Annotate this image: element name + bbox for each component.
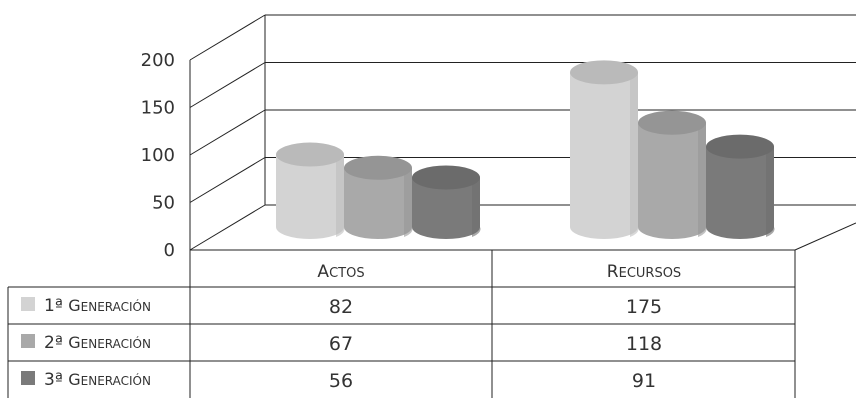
bar-body <box>412 177 480 239</box>
bar-top <box>412 165 480 190</box>
bar-top <box>706 134 774 159</box>
bar-1-1 <box>638 110 707 239</box>
bar-1-0 <box>344 155 413 239</box>
legend-key <box>21 297 35 311</box>
gridline-side <box>189 157 266 203</box>
bar-body <box>276 154 344 239</box>
data-value: 175 <box>626 296 662 318</box>
series-label: 3ª GENERACIÓN <box>44 370 151 390</box>
gridline-side <box>189 14 266 61</box>
data-value: 91 <box>632 370 656 392</box>
y-tick-label: 150 <box>141 98 175 119</box>
series-label: 1ª GENERACIÓN <box>44 296 151 316</box>
legend-key <box>21 334 35 348</box>
bar-shade <box>336 154 345 237</box>
data-value: 82 <box>329 296 353 318</box>
y-tick-label: 200 <box>141 50 175 71</box>
data-value: 56 <box>329 370 353 392</box>
bar-body <box>570 72 638 239</box>
bar-top <box>570 60 638 85</box>
bar-shade <box>766 146 775 237</box>
gridline-side <box>189 204 266 251</box>
data-table: ACTOS RECURSOS 1ª GENERACIÓN 82 175 2ª GENERA… <box>7 250 796 398</box>
bars-layer <box>276 60 775 239</box>
bar-2-0 <box>412 165 481 239</box>
y-tick-label: 50 <box>152 193 175 214</box>
bar-top <box>344 155 412 180</box>
bar-2-1 <box>706 134 775 239</box>
bar-shade <box>472 177 481 237</box>
bar-body <box>344 167 412 239</box>
category-label: RECURSOS <box>607 262 681 282</box>
series-label: 2ª GENERACIÓN <box>44 333 151 353</box>
bar-shade <box>698 122 707 237</box>
gridline-side <box>189 62 266 108</box>
axes-layer: 0 50 100 150 200 <box>141 14 856 261</box>
bar-body <box>706 146 774 239</box>
data-value: 118 <box>626 333 662 355</box>
y-tick-label: 100 <box>141 145 175 166</box>
floor-right-edge <box>794 222 856 251</box>
bar-shade <box>630 72 639 237</box>
category-label: ACTOS <box>317 262 364 282</box>
bar-body <box>638 122 706 239</box>
bar-shade <box>404 167 413 237</box>
bar-top <box>276 142 344 167</box>
bar-0-1 <box>570 60 639 239</box>
bar-top <box>638 110 706 135</box>
data-value: 67 <box>329 333 353 355</box>
gridline-side <box>189 109 266 156</box>
legend-key <box>21 371 35 385</box>
y-tick-label: 0 <box>164 240 175 261</box>
bar-0-0 <box>276 142 345 239</box>
